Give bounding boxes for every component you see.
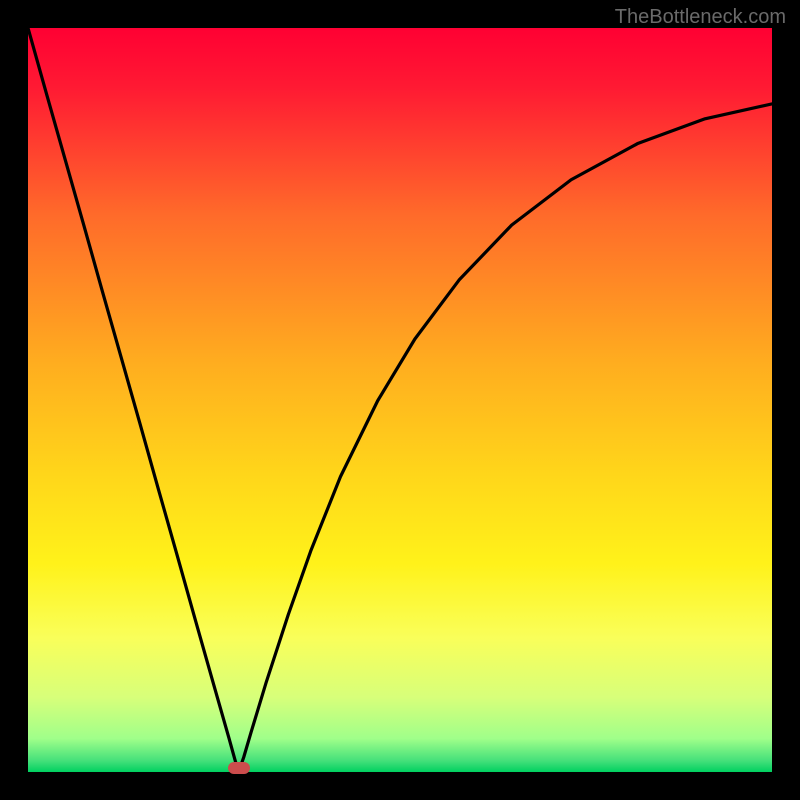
watermark-text: TheBottleneck.com [615, 6, 786, 29]
curve-layer [28, 28, 772, 772]
minimum-marker [228, 762, 250, 774]
bottleneck-curve [28, 28, 772, 772]
plot-area [28, 28, 772, 772]
